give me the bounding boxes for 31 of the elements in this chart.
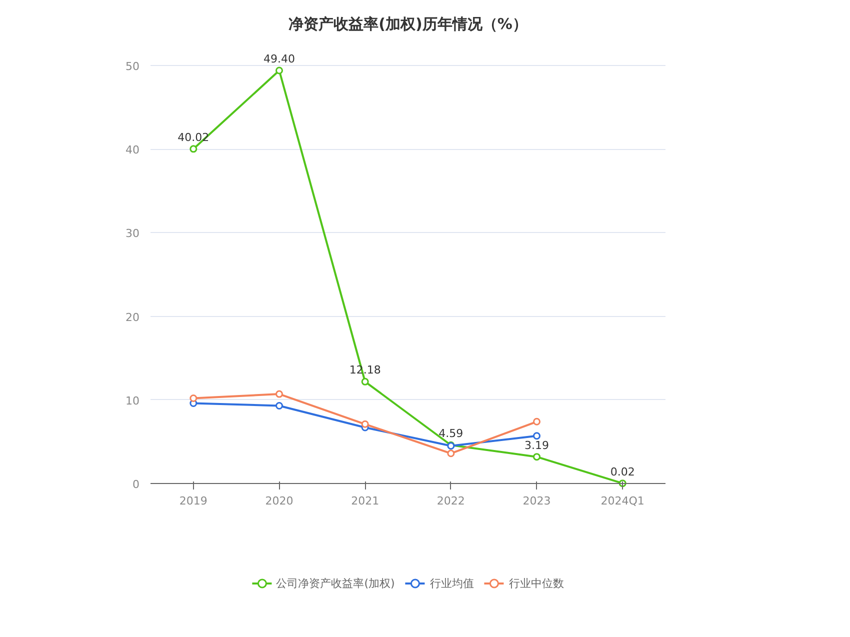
point: [447, 450, 455, 458]
legend-label: 行业均值: [430, 576, 474, 590]
legend-label: 公司净资产收益率(加权): [276, 576, 395, 590]
x-tick-label: 2020: [265, 494, 294, 508]
x-tick-label: 2019: [179, 494, 208, 508]
y-tick-label: 30: [126, 227, 140, 240]
point: [276, 390, 283, 398]
point: [533, 432, 540, 440]
point: [276, 66, 283, 74]
chart-title: 净资产收益率(加权)历年情况（%）: [288, 15, 528, 33]
point: [361, 378, 369, 386]
x-tick-label: 2021: [351, 494, 380, 508]
y-tick-label: 50: [126, 60, 140, 73]
y-tick-label: 40: [126, 144, 140, 157]
x-tick-label: 2024Q1: [600, 494, 644, 508]
point: [276, 402, 283, 410]
point: [533, 453, 540, 461]
x-tick-label: 2023: [522, 494, 551, 508]
y-tick-label: 20: [126, 310, 140, 324]
y-tick-label: 0: [132, 478, 140, 491]
y-tick-label: 10: [126, 394, 140, 408]
data-label: 0.02: [610, 465, 635, 478]
x-tick-label: 2022: [436, 494, 465, 508]
legend-label: 行业中位数: [508, 576, 564, 590]
data-label: 49.40: [264, 52, 296, 66]
data-label: 3.19: [524, 438, 550, 452]
point: [190, 145, 198, 153]
point: [361, 420, 369, 428]
point: [533, 418, 540, 426]
point: [190, 394, 198, 402]
data-label: 4.59: [438, 427, 464, 440]
